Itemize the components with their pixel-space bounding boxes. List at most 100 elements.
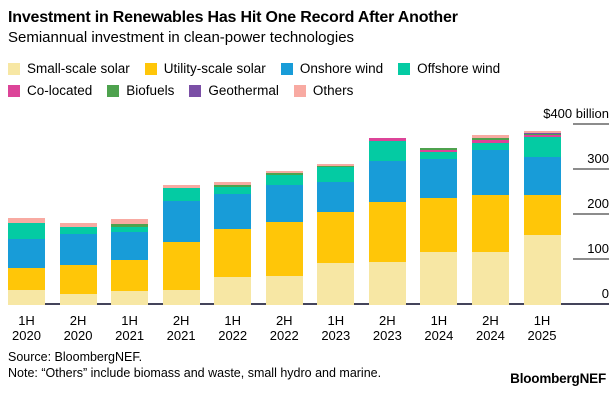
x-tick-label: 2H 2024 bbox=[464, 313, 516, 343]
legend-label: Biofuels bbox=[126, 83, 175, 98]
bar-segment bbox=[8, 290, 45, 305]
bar-2h-2024 bbox=[471, 135, 509, 305]
legend-label: Co-located bbox=[27, 83, 93, 98]
y-tick-line bbox=[573, 168, 609, 170]
bar-2h-2023 bbox=[368, 138, 406, 305]
bar-segment bbox=[368, 262, 406, 305]
bar-segment bbox=[471, 252, 509, 305]
bar-segment bbox=[111, 291, 149, 305]
legend-swatch-icon bbox=[398, 62, 411, 75]
bar-segment bbox=[265, 276, 303, 305]
legend-item: Small-scale solar bbox=[8, 61, 130, 76]
legend-swatch-icon bbox=[8, 84, 20, 97]
bar-segment bbox=[111, 231, 149, 261]
x-tick-label: 1H 2024 bbox=[413, 313, 465, 343]
bar-segment bbox=[317, 167, 355, 183]
bar-segment bbox=[523, 135, 561, 137]
bar-segment bbox=[162, 185, 200, 189]
x-tick-label: 2H 2023 bbox=[361, 313, 413, 343]
bar-segment bbox=[420, 152, 458, 159]
y-tick-label: $400 billion bbox=[543, 106, 609, 121]
bar-segment bbox=[214, 185, 252, 187]
x-tick-label: 1H 2023 bbox=[310, 313, 362, 343]
bar-segment bbox=[368, 141, 406, 161]
bar-1h-2020 bbox=[8, 217, 45, 305]
bar-segment bbox=[420, 158, 458, 198]
bar-2h-2022 bbox=[265, 170, 303, 305]
legend-row-1: Small-scale solar Utility-scale solar Onsh… bbox=[8, 61, 515, 76]
legend-swatch-icon bbox=[144, 62, 157, 75]
bar-segment bbox=[59, 233, 97, 266]
y-tick-label: 300 bbox=[587, 151, 609, 166]
x-tick-year: 2023 bbox=[321, 328, 351, 343]
bar-segment bbox=[162, 290, 200, 305]
x-axis-line bbox=[8, 303, 609, 305]
bar-segment bbox=[214, 182, 252, 186]
y-tick-label: 200 bbox=[587, 196, 609, 211]
y-tick-line bbox=[573, 123, 609, 125]
bar-1h-2025 bbox=[523, 131, 561, 305]
x-tick-year: 2025 bbox=[527, 328, 557, 343]
x-tick-label: 1H 2020 bbox=[1, 313, 53, 343]
bar-segment bbox=[8, 217, 45, 223]
bar-segment bbox=[368, 138, 406, 142]
y-tick-label: 100 bbox=[587, 241, 609, 256]
chart-title: Investment in Renewables Has Hit One Rec… bbox=[8, 9, 458, 26]
bar-segment bbox=[214, 276, 252, 305]
bar-segment bbox=[317, 165, 355, 168]
legend-item: Biofuels bbox=[107, 83, 174, 98]
bar-segment bbox=[471, 137, 509, 140]
legend-label: Small-scale solar bbox=[27, 61, 130, 76]
bar-segment bbox=[523, 134, 561, 136]
x-tick-half: 2H bbox=[172, 313, 190, 328]
legend-label: Others bbox=[312, 83, 354, 98]
bar-segment bbox=[111, 219, 149, 224]
bar-segment bbox=[162, 188, 200, 202]
source-note: Source: BloombergNEF. bbox=[8, 350, 143, 364]
bar-segment bbox=[265, 173, 303, 175]
bar-segment bbox=[214, 194, 252, 230]
legend-label: Offshore wind bbox=[417, 61, 501, 76]
bar-1h-2021 bbox=[111, 219, 149, 305]
legend-item: Others bbox=[293, 83, 354, 98]
x-tick-half: 2H bbox=[69, 313, 87, 328]
bar-segment bbox=[523, 136, 561, 157]
x-tick-half: 1H bbox=[533, 313, 551, 328]
bar-2h-2020 bbox=[59, 222, 97, 305]
bar-segment bbox=[420, 197, 458, 253]
bar-segment bbox=[317, 163, 355, 166]
bar-segment bbox=[59, 227, 97, 234]
bar-segment bbox=[317, 212, 355, 264]
x-tick-half: 2H bbox=[379, 313, 396, 328]
x-tick-year: 2023 bbox=[372, 328, 402, 343]
legend-swatch-icon bbox=[280, 62, 293, 75]
bar-segment bbox=[111, 223, 149, 228]
bar-segment bbox=[471, 194, 509, 253]
x-tick-year: 2022 bbox=[269, 328, 299, 343]
y-tick-line bbox=[573, 258, 609, 260]
bar-segment bbox=[471, 143, 509, 150]
bar-segment bbox=[420, 147, 458, 150]
legend-item: Onshore wind bbox=[280, 61, 384, 76]
bar-segment bbox=[214, 229, 252, 277]
bar-segment bbox=[59, 222, 97, 228]
x-tick-half: 1H bbox=[18, 313, 35, 328]
x-tick-year: 2021 bbox=[166, 328, 196, 343]
bar-segment bbox=[59, 293, 97, 305]
x-tick-year: 2021 bbox=[115, 328, 145, 343]
legend-label: Onshore wind bbox=[299, 61, 384, 76]
bar-segment bbox=[265, 221, 303, 277]
bar-segment bbox=[420, 149, 458, 153]
bar-segment bbox=[523, 156, 561, 195]
plot-area: $400 billion 300 200 100 0 bbox=[0, 106, 612, 305]
bloombergnef-wordmark: BloombergNEF bbox=[510, 371, 606, 386]
bar-segment bbox=[265, 184, 303, 222]
legend-swatch-icon bbox=[189, 84, 202, 97]
bar-segment bbox=[162, 241, 200, 291]
x-tick-label: 1H 2025 bbox=[516, 313, 568, 343]
bar-segment bbox=[471, 135, 509, 138]
x-axis-labels: 1H 2020 2H 2020 1H 2021 2H 2021 1H 2022 2H 2022 1H 20… bbox=[0, 313, 612, 345]
bar-segment bbox=[8, 222, 45, 240]
legend-label: Utility-scale solar bbox=[163, 61, 266, 76]
x-tick-half: 2H bbox=[275, 313, 293, 328]
